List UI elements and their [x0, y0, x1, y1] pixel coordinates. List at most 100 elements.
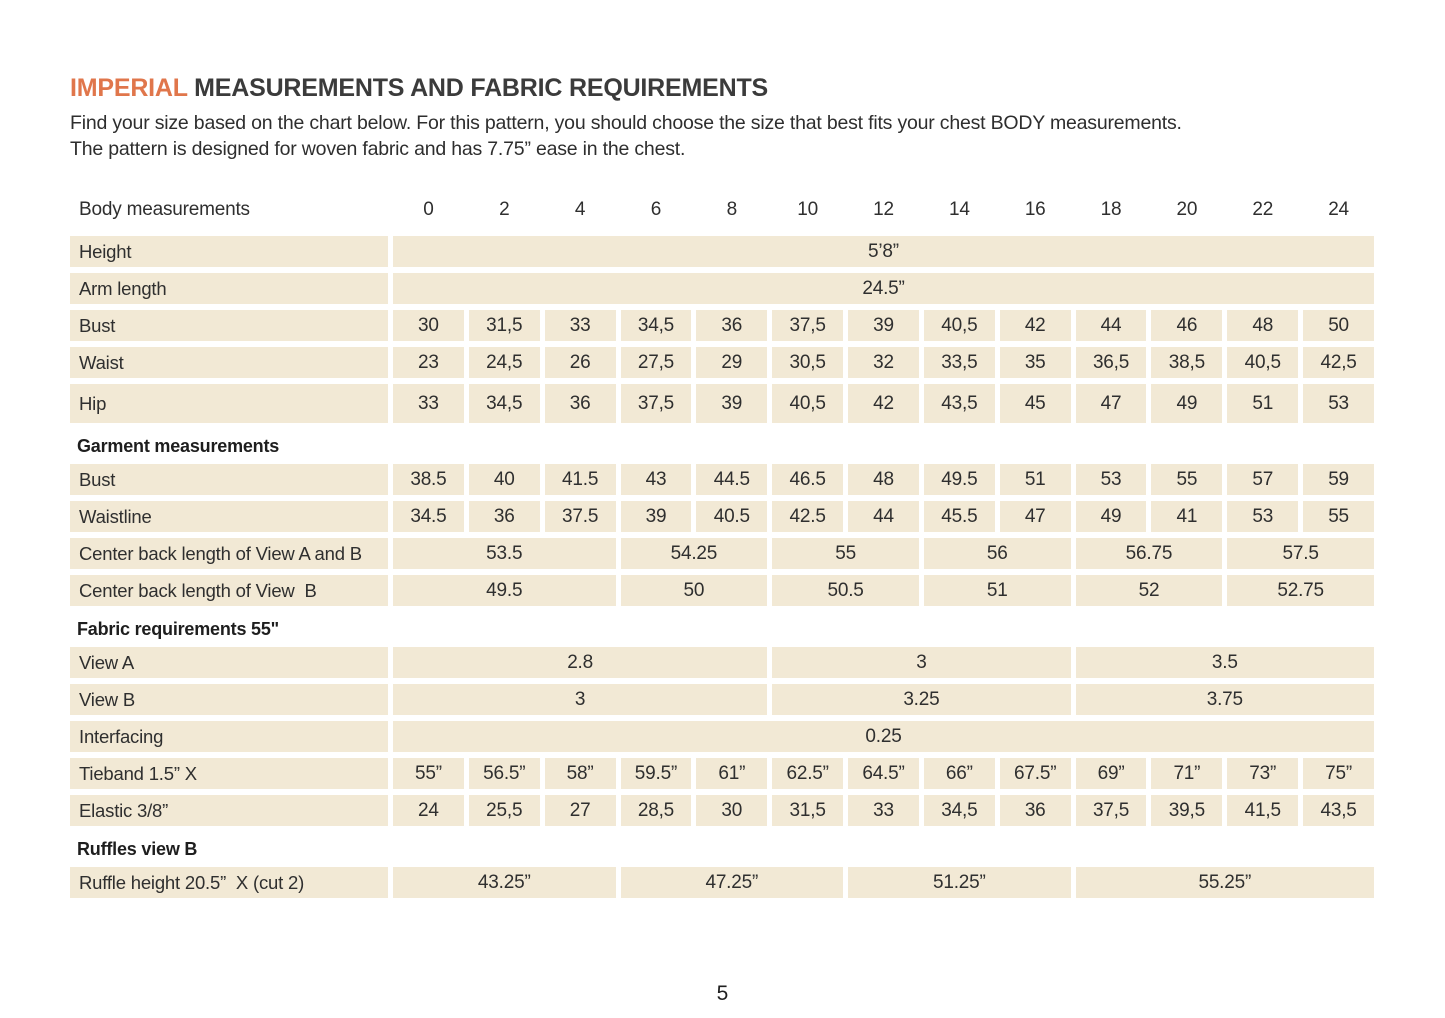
value-cell: 35 [999, 347, 1071, 378]
size-column-header: 8 [726, 199, 738, 220]
table-row: Arm length 24.5” [70, 273, 1374, 304]
value-cell: 32 [848, 347, 919, 378]
value-cell: 37,5 [620, 384, 692, 423]
row-label: Hip [70, 384, 388, 423]
value-cell: 36 [696, 310, 768, 341]
value-cell: 40,5 [772, 384, 844, 423]
value-cell: 47 [1075, 384, 1147, 423]
value-cell: 24 [393, 795, 464, 826]
value-cell: 34.5 [393, 501, 464, 532]
value-cell: 34,5 [923, 795, 995, 826]
value-cell: 24,5 [468, 347, 540, 378]
table-row: Ruffle height 20.5” X (cut 2) 43.25” 47.25… [70, 867, 1374, 898]
value-cell: 45.5 [923, 501, 995, 532]
value-cell: 38,5 [1151, 347, 1223, 378]
header-label: Body measurements [79, 199, 250, 220]
value-cell: 27 [544, 795, 616, 826]
value-cell: 42,5 [1303, 347, 1374, 378]
value-cell: 73” [1227, 758, 1299, 789]
value-cell: 30,5 [772, 347, 844, 378]
value-cell: 50.5 [772, 575, 919, 606]
value-cell: 45 [999, 384, 1071, 423]
table-row: Tieband 1.5” X 55” 56.5” 58” 59.5” 61” 62.5” 64… [70, 758, 1374, 789]
value-cell: 41,5 [1227, 795, 1299, 826]
value-cell: 54.25 [620, 538, 768, 569]
value-cell: 43,5 [923, 384, 995, 423]
value-cell: 51 [999, 464, 1071, 495]
value-cell: 33 [393, 384, 464, 423]
value-cell: 43 [620, 464, 692, 495]
value-cell: 3 [393, 684, 768, 715]
value-cell: 55.25” [1075, 867, 1374, 898]
size-column-header: 10 [797, 199, 818, 220]
value-cell: 55 [772, 538, 919, 569]
value-cell: 52 [1075, 575, 1223, 606]
table-row: View A 2.8 3 3.5 [70, 647, 1374, 678]
size-column-header: 22 [1252, 199, 1274, 220]
value-cell: 61” [696, 758, 768, 789]
row-label: Elastic 3/8” [70, 795, 388, 826]
row-label: Bust [70, 464, 388, 495]
value-cell: 49.5 [923, 464, 995, 495]
intro-line-2: The pattern is designed for woven fabric… [70, 138, 686, 160]
value-cell: 3 [772, 647, 1071, 678]
value-cell: 48 [848, 464, 919, 495]
row-label: Ruffle height 20.5” X (cut 2) [70, 867, 388, 898]
measurement-table: Body measurements 0 2 4 6 8 10 12 14 16 18 20 22 24 He… [70, 195, 1374, 898]
value-cell: 3.75 [1075, 684, 1374, 715]
intro-text: Find your size based on the chart below.… [70, 110, 1374, 162]
table-row: Center back length of View A and B 53.5 54… [70, 538, 1374, 569]
value-cell: 34,5 [620, 310, 692, 341]
value-cell: 55 [1151, 464, 1223, 495]
value-cell: 44.5 [696, 464, 768, 495]
row-label: View B [70, 684, 388, 715]
row-label: Bust [70, 310, 388, 341]
value-cell: 36,5 [1075, 347, 1147, 378]
value-cell: 33 [544, 310, 616, 341]
value-cell: 30 [696, 795, 768, 826]
table-row: Interfacing 0.25 [70, 721, 1374, 752]
value-cell: 62.5” [772, 758, 844, 789]
section-label: Fabric requirements 55" [77, 619, 280, 639]
value-cell: 50 [1303, 310, 1374, 341]
table-row: Bust 30 31,5 33 34,5 36 37,5 39 40,5 42 44 46 48 50 [70, 310, 1374, 341]
value-cell: 56.5” [468, 758, 540, 789]
value-cell: 39 [696, 384, 768, 423]
title-rest: MEASUREMENTS AND FABRIC REQUIREMENTS [187, 74, 768, 102]
value-cell: 44 [848, 501, 919, 532]
value-cell: 39 [620, 501, 692, 532]
section-label: Ruffles view B [77, 839, 198, 859]
value-cell: 56.75 [1075, 538, 1223, 569]
value-cell: 44 [1075, 310, 1147, 341]
title-accent: IMPERIAL [70, 74, 188, 102]
table-row: Waistline 34.5 36 37.5 39 40.5 42.5 44 45.5 47 49 4… [70, 501, 1374, 532]
value-cell: 49.5 [393, 575, 616, 606]
value-cell: 69” [1075, 758, 1147, 789]
value-cell: 3.5 [1075, 647, 1374, 678]
value-cell: 40,5 [1227, 347, 1299, 378]
value-cell: 59.5” [620, 758, 692, 789]
value-cell: 39,5 [1151, 795, 1223, 826]
value-cell: 51 [1227, 384, 1299, 423]
value-cell: 27,5 [620, 347, 692, 378]
value-cell: 58” [544, 758, 616, 789]
table-row: Elastic 3/8” 24 25,5 27 28,5 30 31,5 33 34,5 36 37… [70, 795, 1374, 826]
value-cell: 28,5 [620, 795, 692, 826]
value-cell: 75” [1303, 758, 1374, 789]
value-cell: 31,5 [772, 795, 844, 826]
value-cell: 43,5 [1303, 795, 1374, 826]
value-cell: 51.25” [848, 867, 1071, 898]
size-column-header: 14 [948, 199, 970, 220]
value-cell: 56 [923, 538, 1071, 569]
row-label: Waistline [70, 501, 388, 532]
size-column-header: 18 [1100, 199, 1122, 220]
value-cell: 52.75 [1227, 575, 1374, 606]
value-cell: 24.5” [393, 273, 1374, 304]
value-cell: 33,5 [923, 347, 995, 378]
value-cell: 0.25 [393, 721, 1374, 752]
size-column-header: 0 [423, 199, 434, 220]
table-header-row: Body measurements 0 2 4 6 8 10 12 14 16 18 20 22 24 [70, 195, 1374, 225]
value-cell: 39 [848, 310, 919, 341]
table-row: Height 5’8” [70, 236, 1374, 267]
value-cell: 2.8 [393, 647, 768, 678]
